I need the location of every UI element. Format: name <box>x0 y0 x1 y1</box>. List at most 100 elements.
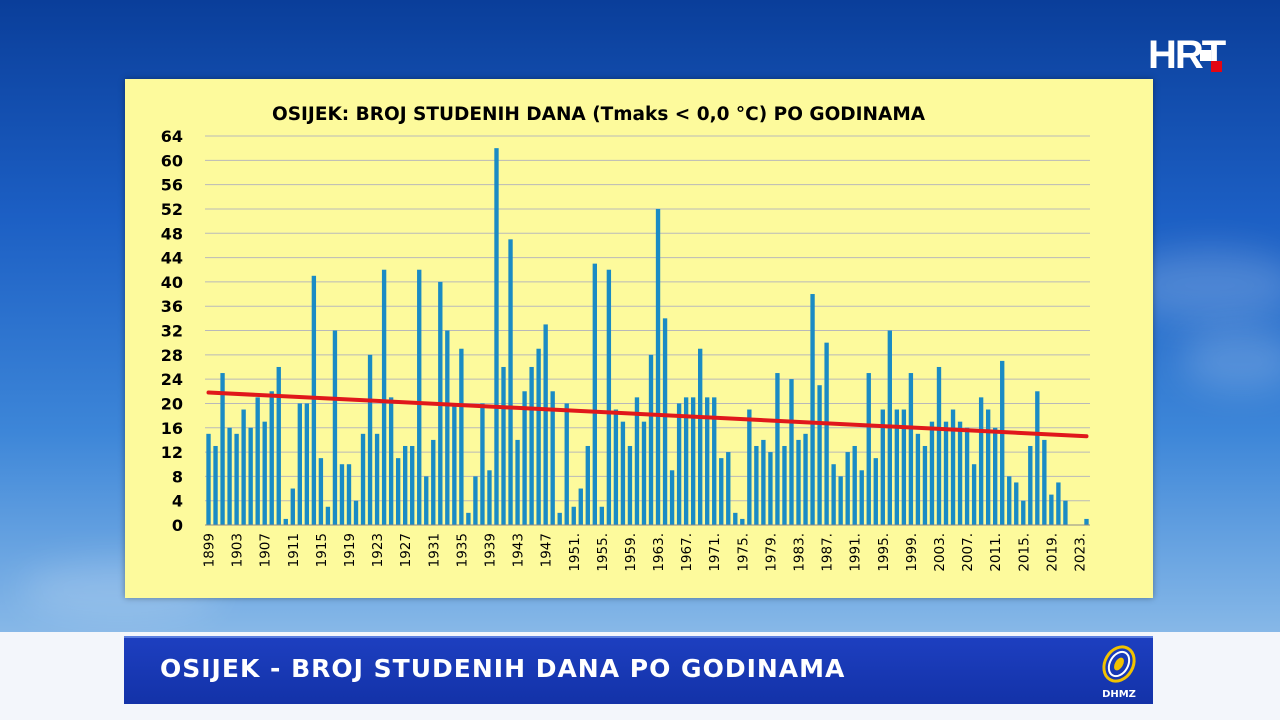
bar-2007 <box>964 427 970 525</box>
x-tick-label: 1947 <box>539 533 555 567</box>
x-tick-label: 1923 <box>370 533 386 567</box>
chart-title: OSIJEK: BROJ STUDENIH DANA (Tmaks < 0,0 … <box>272 104 926 125</box>
bar-2020 <box>1056 482 1061 525</box>
chart-panel: OSIJEK: BROJ STUDENIH DANA (Tmaks < 0,0 … <box>125 79 1153 598</box>
x-tick-label: 1971. <box>707 533 723 572</box>
bar-1902 <box>227 427 232 525</box>
x-tick-label: 1903 <box>230 533 246 567</box>
x-tick-label: 1983. <box>792 533 808 572</box>
bar-1933 <box>445 330 450 525</box>
x-tick-label: 1979. <box>763 533 779 572</box>
cold-days-chart: OSIJEK: BROJ STUDENIH DANA (Tmaks < 0,0 … <box>161 104 1090 572</box>
bar-1980 <box>775 373 780 525</box>
x-tick-label: 1911 <box>286 533 302 567</box>
bar-1915 <box>318 458 324 525</box>
bar-1960 <box>634 397 640 525</box>
y-tick-label: 4 <box>172 492 183 511</box>
bar-1979 <box>768 452 773 525</box>
bar-1899 <box>206 433 211 525</box>
bar-1998 <box>901 409 907 525</box>
cloud <box>1180 330 1280 390</box>
bar-1905 <box>248 427 253 525</box>
bar-2024 <box>1084 518 1089 525</box>
x-tick-label: 2003. <box>932 533 948 572</box>
bar-1914 <box>311 275 317 525</box>
x-tick-label: 2011. <box>988 533 1004 572</box>
bar-1978 <box>761 439 766 525</box>
bar-2011 <box>993 427 998 525</box>
x-tick-label: 1927 <box>398 533 414 567</box>
bar-1927 <box>403 445 408 525</box>
bar-1938 <box>480 403 485 525</box>
bar-1939 <box>487 470 492 525</box>
bar-1985 <box>810 294 815 525</box>
bar-1986 <box>817 385 822 525</box>
bar-2006 <box>957 421 963 525</box>
dhmz-logo: DHMZ <box>1095 642 1143 700</box>
y-tick-label: 48 <box>161 224 183 243</box>
y-tick-label: 28 <box>161 346 183 365</box>
bar-1921 <box>360 433 366 525</box>
bar-1906 <box>255 397 260 525</box>
x-tick-label: 2023. <box>1072 533 1088 572</box>
gridlines <box>205 135 1090 502</box>
bar-1983 <box>796 439 801 525</box>
bar-1900 <box>213 445 218 525</box>
bar-2004 <box>943 421 949 525</box>
bar-2017 <box>1035 391 1040 525</box>
bar-1904 <box>241 409 246 525</box>
bar-2015 <box>1021 500 1026 525</box>
bar-1926 <box>395 458 401 525</box>
bar-1950 <box>564 403 569 525</box>
bar-2002 <box>929 421 935 525</box>
x-tick-label: 1995. <box>876 533 892 572</box>
bar-2018 <box>1042 439 1047 525</box>
bar-1995 <box>880 409 885 525</box>
broadcaster-logo: HRT <box>1148 35 1226 75</box>
x-tick-label: 2019. <box>1044 533 1060 572</box>
bars <box>206 148 1089 525</box>
bar-1947 <box>543 324 548 525</box>
bar-1930 <box>424 476 429 525</box>
bar-1964 <box>662 318 668 525</box>
x-tick-label: 1951. <box>567 533 583 572</box>
x-tick-label: 1959. <box>623 533 639 572</box>
bar-1989 <box>838 476 843 525</box>
bar-1931 <box>431 439 436 525</box>
bar-1941 <box>501 366 506 525</box>
bar-1952 <box>578 488 583 525</box>
bar-1976 <box>747 409 752 525</box>
bar-1913 <box>304 403 310 525</box>
bar-1967 <box>683 397 689 525</box>
bar-1971 <box>712 397 717 525</box>
bar-1928 <box>410 445 415 525</box>
bar-2000 <box>915 433 921 525</box>
bar-1969 <box>698 348 703 525</box>
bar-1945 <box>529 366 534 525</box>
bar-1977 <box>754 445 759 525</box>
bar-1988 <box>831 464 836 525</box>
bar-1982 <box>789 379 794 525</box>
bar-1953 <box>585 445 590 525</box>
bar-1911 <box>290 488 295 525</box>
x-tick-label: 1999. <box>904 533 920 572</box>
bar-1984 <box>803 433 808 525</box>
bar-1943 <box>515 439 520 525</box>
bar-1940 <box>494 148 499 525</box>
y-tick-label: 20 <box>161 394 183 413</box>
bar-2003 <box>936 366 942 525</box>
bar-1993 <box>866 373 871 525</box>
x-tick-label: 1967. <box>679 533 695 572</box>
x-tick-label: 2015. <box>1016 533 1032 572</box>
trend-line <box>206 390 1089 439</box>
y-tick-label: 36 <box>161 297 183 316</box>
bar-1918 <box>339 464 345 525</box>
bar-1920 <box>353 500 359 525</box>
bar-1965 <box>669 470 675 525</box>
bar-1935 <box>459 348 464 525</box>
bar-2005 <box>950 409 956 525</box>
bar-1909 <box>276 366 281 525</box>
bar-1936 <box>466 512 471 525</box>
bar-1981 <box>782 445 787 525</box>
